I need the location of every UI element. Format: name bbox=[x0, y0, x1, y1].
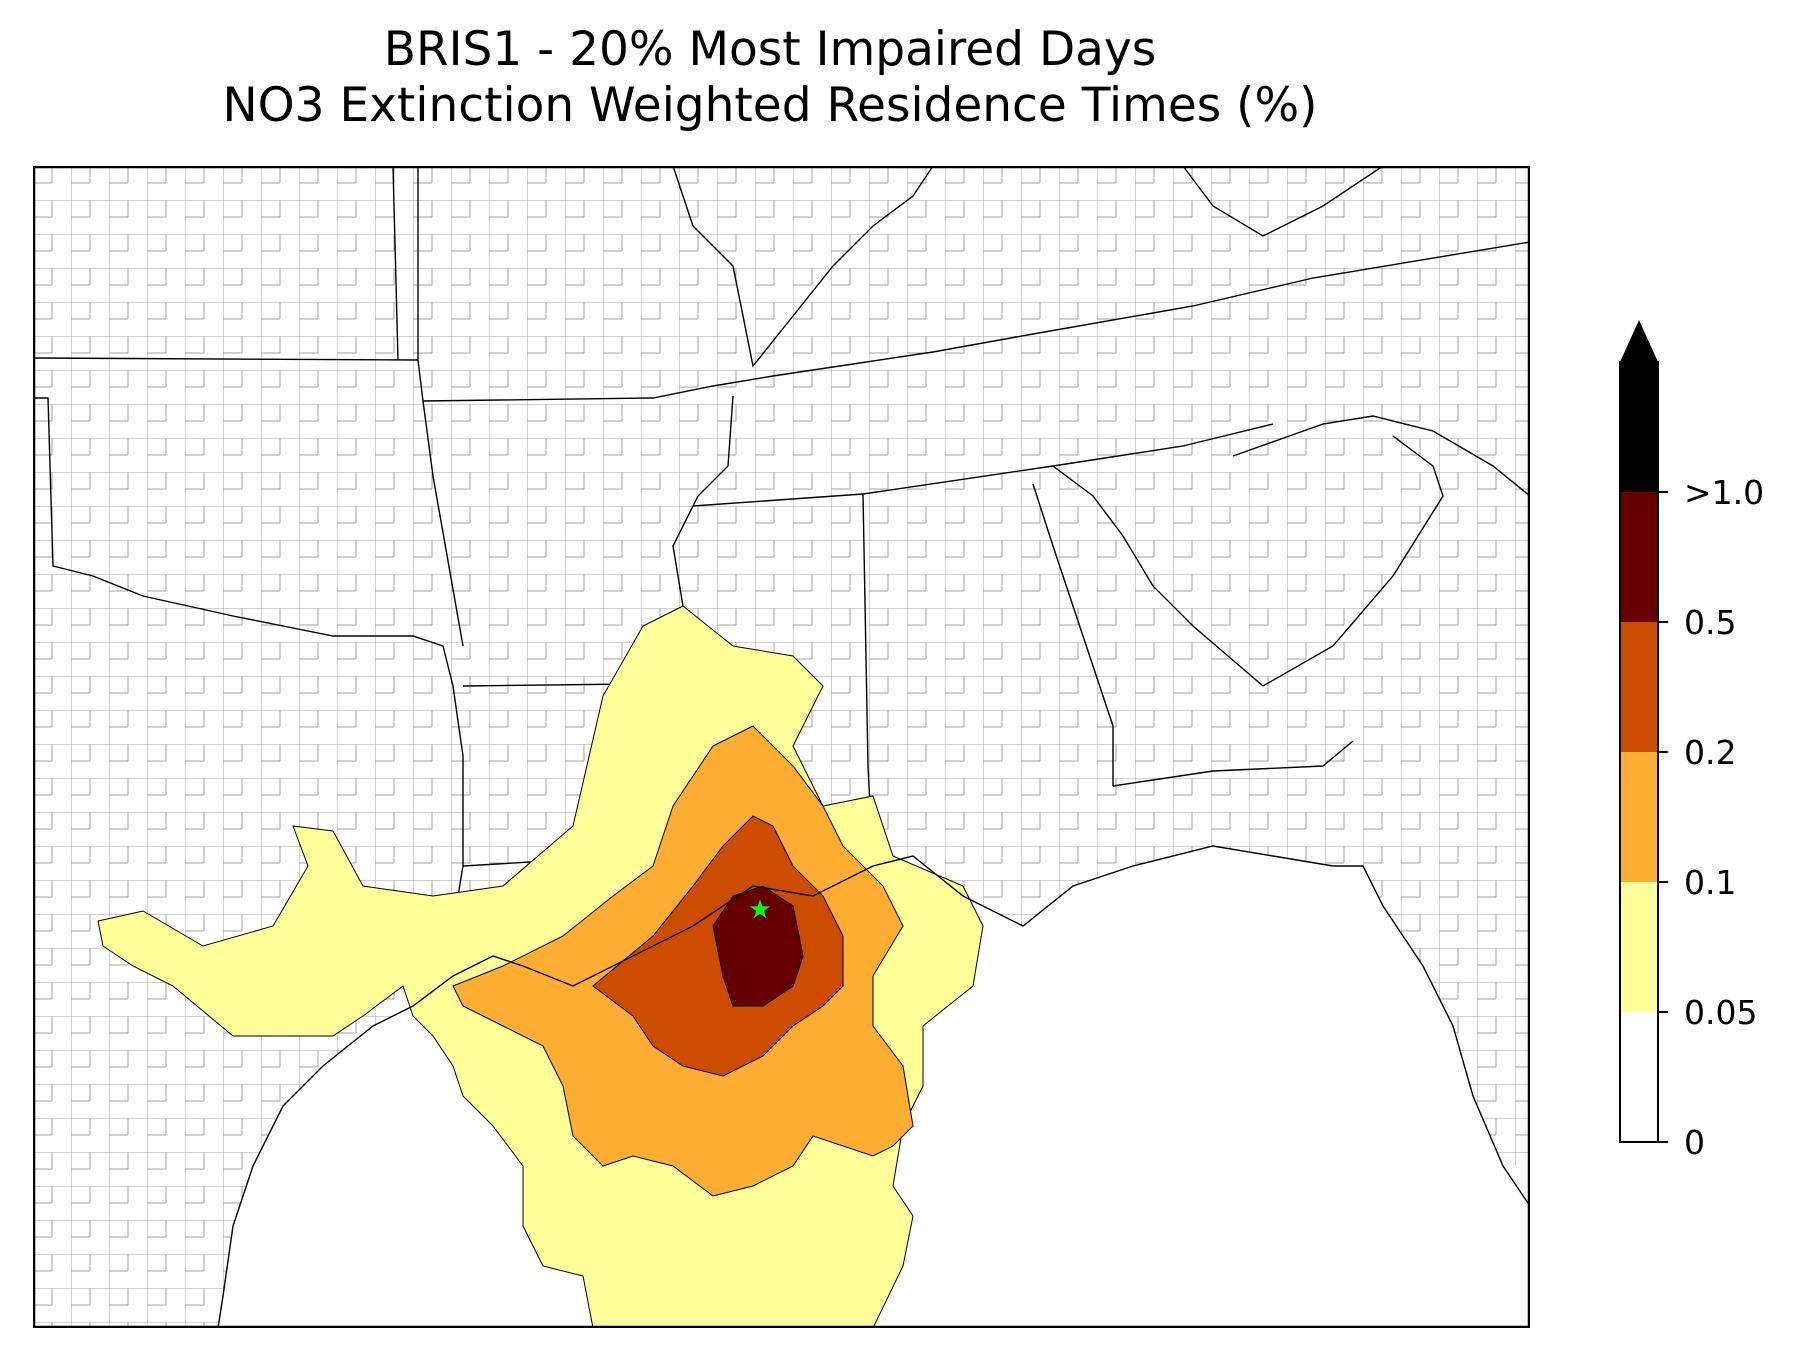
map-frame bbox=[33, 166, 1530, 1328]
title-line-2: NO3 Extinction Weighted Residence Times … bbox=[222, 78, 1318, 133]
colorbar-tick-label: 0.05 bbox=[1684, 993, 1757, 1032]
colorbar-band bbox=[1620, 492, 1658, 622]
colorbar-band-top bbox=[1620, 362, 1658, 492]
residence-contours bbox=[97, 605, 984, 1328]
gulf-coastline bbox=[217, 845, 1530, 1328]
colorbar-tick-label: >1.0 bbox=[1684, 473, 1764, 512]
contour-0-5 bbox=[712, 885, 804, 1007]
colorbar-tick-label: 0.5 bbox=[1684, 603, 1736, 642]
colorbar-bands bbox=[1620, 362, 1658, 1142]
colorbar-band bbox=[1620, 752, 1658, 882]
colorbar-extend-arrow bbox=[1620, 320, 1658, 362]
colorbar-tick-label: 0 bbox=[1684, 1123, 1705, 1162]
colorbar-tick-label: 0.1 bbox=[1684, 863, 1736, 902]
map-title: BRIS1 - 20% Most Impaired Days NO3 Extin… bbox=[0, 22, 1540, 134]
site-marker-icon: ★ bbox=[748, 895, 771, 925]
title-line-1: BRIS1 - 20% Most Impaired Days bbox=[383, 22, 1157, 77]
map-panel: ★ bbox=[33, 166, 1530, 1328]
colorbar-tick-label: 0.2 bbox=[1684, 733, 1736, 772]
colorbar-band bbox=[1620, 882, 1658, 1012]
colorbar-band bbox=[1620, 1012, 1658, 1142]
colorbar-band bbox=[1620, 622, 1658, 752]
colorbar: 0 0.05 0.1 0.2 0.5 >1.0 bbox=[1619, 320, 1764, 1162]
colorbar-ticks: 0 0.05 0.1 0.2 0.5 >1.0 bbox=[1658, 473, 1764, 1162]
